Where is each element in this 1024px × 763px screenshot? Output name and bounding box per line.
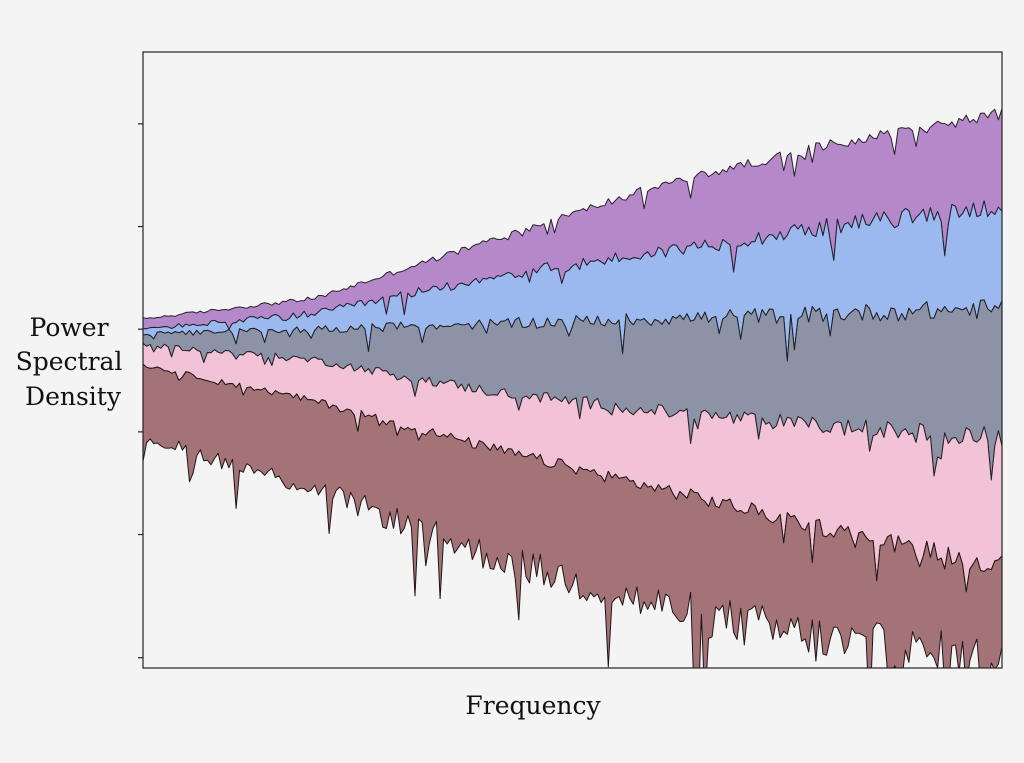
y-axis-ticks [138,123,143,659]
y-axis-label-line-1: Power [30,313,109,342]
plot-frame [142,51,1003,669]
y-axis-label-line-3: Density [25,382,122,411]
spectral-band-5 [143,363,1002,668]
spectral-bands [143,108,1002,668]
y-axis-label: Power Spectral Density [16,313,131,411]
y-axis-label-line-2: Spectral [16,347,123,376]
x-axis-label: Frequency [465,691,601,720]
